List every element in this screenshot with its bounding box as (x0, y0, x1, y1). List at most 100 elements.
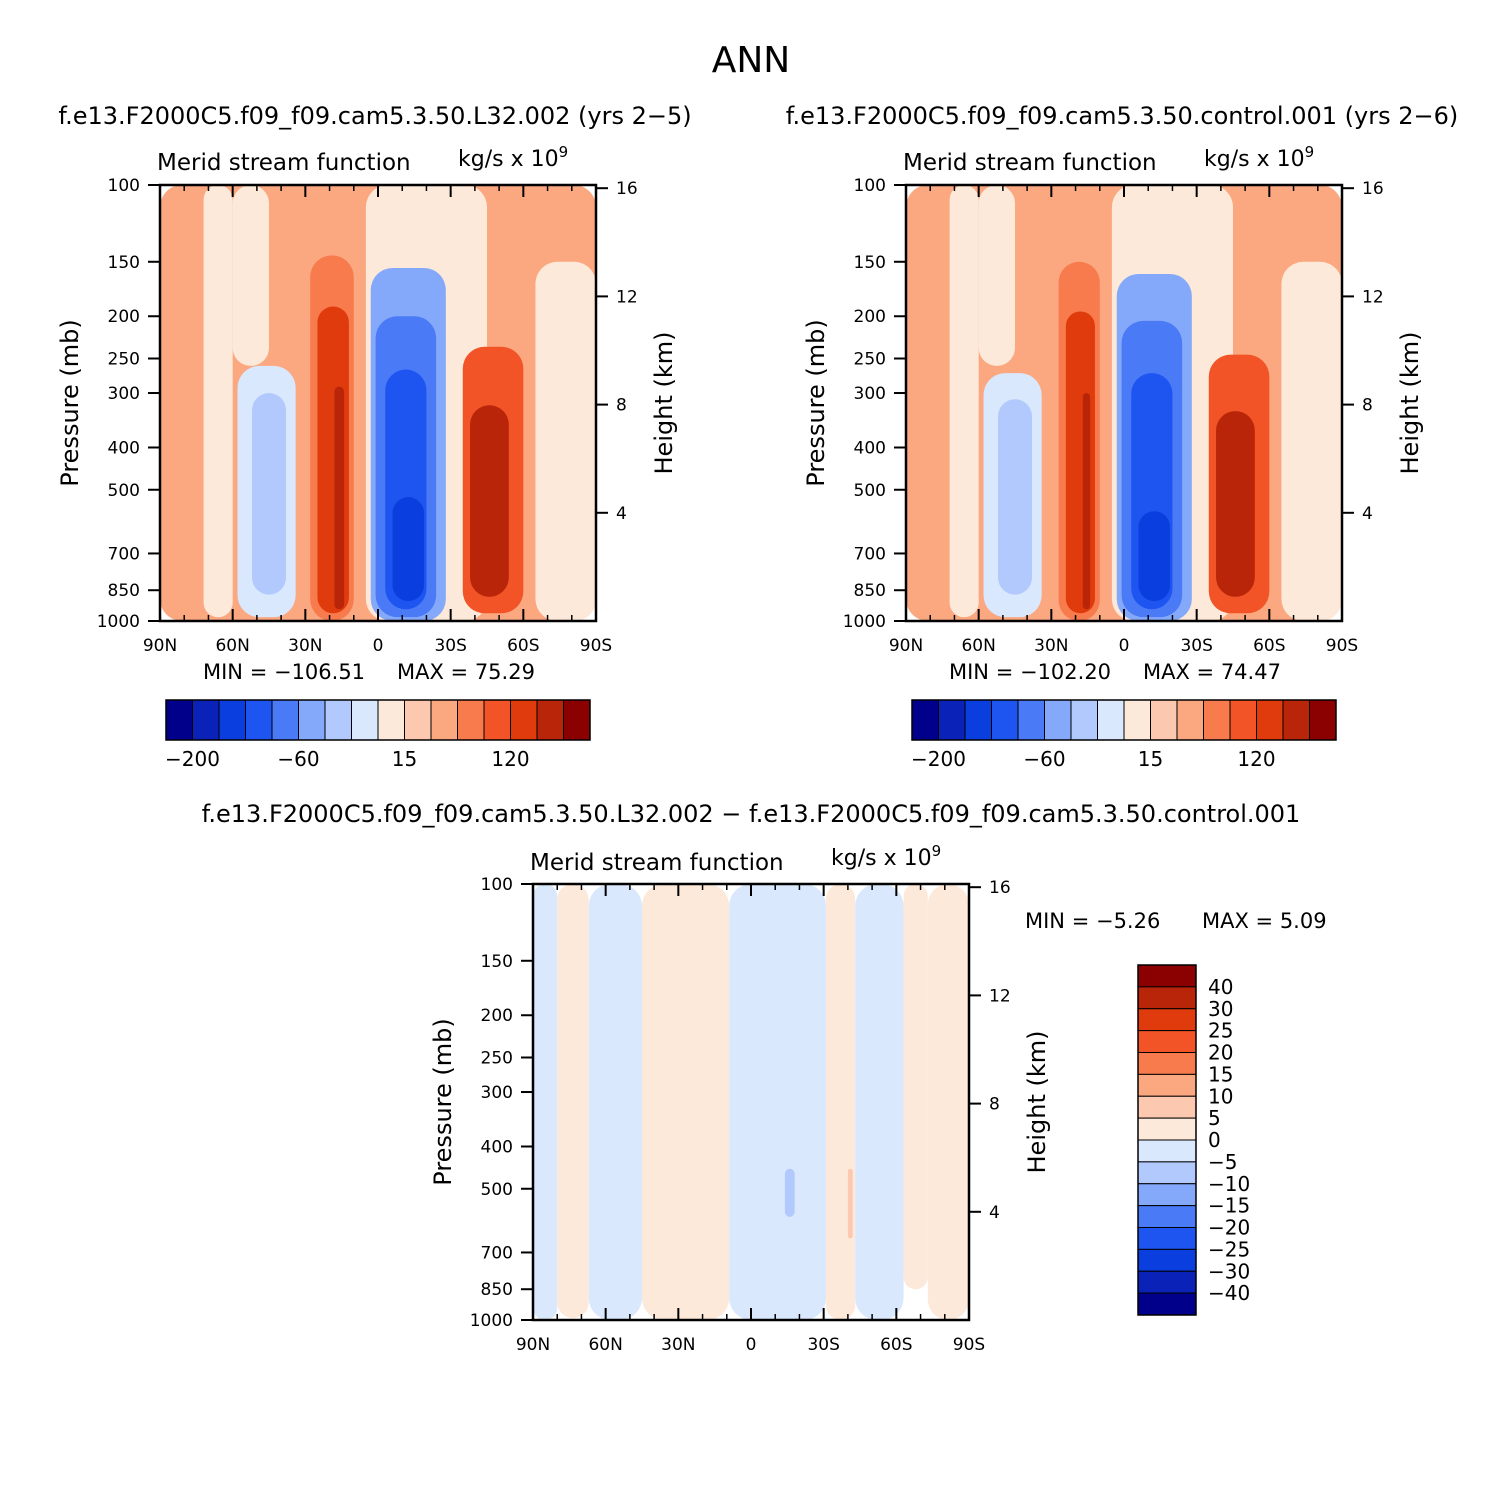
colorbar-swatch (1137, 964, 1197, 988)
colorbar-swatch (510, 699, 538, 741)
y-tick-label: 500 (108, 481, 140, 501)
plot-area: 90N 60N 30N 0 30S 60S 90S 100 150 200 250 300 400 500… (470, 875, 1011, 1355)
colorbar-swatch (1097, 699, 1125, 741)
contour-cell (826, 884, 856, 1320)
contour-cell (855, 884, 904, 1320)
panel-control: f.e13.F2000C5.f09_f09.cam5.3.50.control.… (786, 102, 1459, 771)
colorbar-frame (1137, 964, 1197, 1316)
y2-tick-label: 8 (989, 1095, 1000, 1115)
y-tick-label: 1000 (470, 1311, 513, 1331)
x-tick-label: 30N (1034, 636, 1068, 656)
colorbar-swatch (1070, 699, 1098, 741)
y-tick-label: 100 (854, 176, 886, 196)
y2-tick-label: 12 (1362, 287, 1384, 307)
y2-tick-label: 16 (616, 179, 638, 199)
contour-cell (998, 399, 1032, 595)
colorbar-swatch (351, 699, 379, 741)
y-tick-label: 400 (481, 1137, 513, 1157)
x-tick-label: 30N (661, 1335, 695, 1355)
colorbar-label: −60 (1023, 747, 1065, 771)
max-text: MAX = 74.47 (1143, 660, 1281, 684)
contour-cell (557, 884, 589, 1319)
colorbar-swatch (964, 699, 992, 741)
contour-cell (232, 185, 269, 366)
colorbar-label: 30 (1208, 997, 1233, 1021)
colorbar-swatch (377, 699, 405, 741)
colorbar-swatch (1256, 699, 1284, 741)
x-tick-label: 30N (288, 636, 322, 656)
panel-subtitle: f.e13.F2000C5.f09_f09.cam5.3.50.L32.002 … (58, 102, 691, 130)
colorbar-swatch (1203, 699, 1231, 741)
contour-cell (949, 185, 979, 618)
y-tick-label: 700 (481, 1243, 513, 1263)
y-tick-label: 400 (854, 438, 886, 458)
y-tick-label: 300 (481, 1083, 513, 1103)
contour-cell (784, 1168, 795, 1217)
y-tick-label: 1000 (843, 612, 886, 632)
colorbar-swatch (536, 699, 564, 741)
colorbar-swatch (1137, 1292, 1197, 1316)
x-tick-label: 30S (434, 636, 466, 656)
y-tick-label: 850 (108, 581, 140, 601)
y-tick-label: 200 (108, 307, 140, 327)
x-tick-label: 0 (373, 636, 384, 656)
contour-cell (317, 306, 349, 614)
x-tick-label: 60N (215, 636, 249, 656)
contour-cell (1281, 261, 1342, 621)
y2-tick-label: 16 (1362, 179, 1384, 199)
colorbar-swatch (1017, 699, 1045, 741)
colorbar-swatch (1137, 1073, 1197, 1097)
colorbar: −200 −60 15 120 (165, 699, 591, 771)
colorbar-swatch (245, 699, 273, 741)
contour-cell (535, 261, 596, 621)
contour-cell (588, 884, 642, 1320)
x-tick-label: 60N (961, 636, 995, 656)
colorbar-swatch (1137, 986, 1197, 1010)
panel-subtitle: f.e13.F2000C5.f09_f09.cam5.3.50.control.… (786, 102, 1459, 130)
colorbar-swatch (1282, 699, 1310, 741)
contour-cell (1138, 511, 1171, 602)
colorbar-swatch (271, 699, 299, 741)
x-tick-label: 90S (953, 1335, 985, 1355)
y-axis-label: Pressure (mb) (429, 1018, 457, 1185)
contour-cell (1065, 311, 1095, 614)
colorbar-label: 120 (1237, 747, 1275, 771)
plot-area: 90N 60N 30N 0 30S 60S 90S 100 150 200 250 300 400 500… (97, 176, 638, 656)
x-tick-label: 60S (507, 636, 539, 656)
y2-tick-label: 16 (989, 878, 1011, 898)
y-tick-label: 100 (481, 875, 513, 895)
panel-title: Merid stream function (903, 150, 1157, 176)
contour-cell (252, 393, 286, 595)
y-tick-label: 400 (108, 438, 140, 458)
colorbar-swatch (324, 699, 352, 741)
page-title: ANN (712, 40, 791, 81)
y-tick-label: 200 (854, 307, 886, 327)
colorbar-label: 15 (1208, 1062, 1233, 1086)
colorbar-swatch (165, 699, 193, 741)
x-tick-label: 0 (746, 1335, 757, 1355)
colorbar-label: 15 (1138, 747, 1163, 771)
colorbar-label: 40 (1208, 975, 1233, 999)
colorbar-swatch (1229, 699, 1257, 741)
colorbar-label: 10 (1208, 1084, 1233, 1108)
units-label: kg/s x 109 (458, 143, 568, 172)
colorbar-swatch (1123, 699, 1151, 741)
x-tick-label: 30S (807, 1335, 839, 1355)
colorbar-swatch (563, 699, 591, 741)
colorbar-swatch (404, 699, 432, 741)
colorbar-label: 5 (1208, 1106, 1221, 1130)
max-text: MAX = 75.29 (397, 660, 535, 684)
contour-cell (927, 884, 969, 1320)
colorbar-swatch (1044, 699, 1072, 741)
panel-difference: f.e13.F2000C5.f09_f09.cam5.3.50.L32.002 … (202, 800, 1327, 1355)
colorbar-swatch (1137, 1205, 1197, 1228)
contour-cell (1216, 411, 1255, 597)
colorbar-swatch (430, 699, 458, 741)
colorbar-label: −200 (911, 747, 966, 771)
colorbar-label: 25 (1208, 1019, 1233, 1043)
y-tick-label: 150 (108, 253, 140, 273)
y2-tick-label: 4 (616, 504, 627, 524)
y-tick-label: 700 (854, 544, 886, 564)
colorbar: −200 −60 15 120 (911, 699, 1337, 771)
